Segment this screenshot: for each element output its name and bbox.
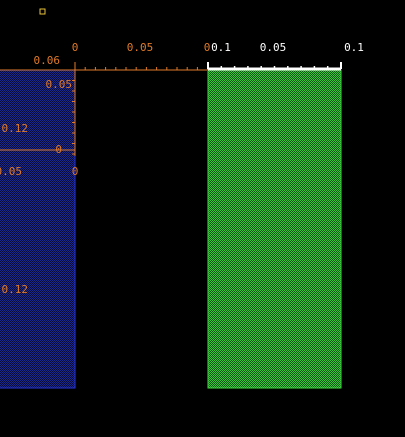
y-tick-label: 0 [55,143,62,156]
marker [39,8,46,15]
label: 0.05 [0,165,22,178]
green-panel [207,69,342,389]
x-tick-label: 0 [72,41,79,54]
x-tick-label: 0.05 [260,41,287,54]
y-tick-label: 0.05 [46,78,73,91]
y-tick-label: 0.06 [34,54,61,67]
x-tick-label: 0.05 [127,41,154,54]
y-tick-label: 0.12 [2,122,29,135]
x-tick-label: 0.1 [211,41,231,54]
label: 0.12 [2,283,29,296]
label: 0 [72,165,79,178]
x-tick-label: 0 [204,41,211,54]
blue-panel [0,69,76,389]
x-tick-label: 0.1 [344,41,364,54]
